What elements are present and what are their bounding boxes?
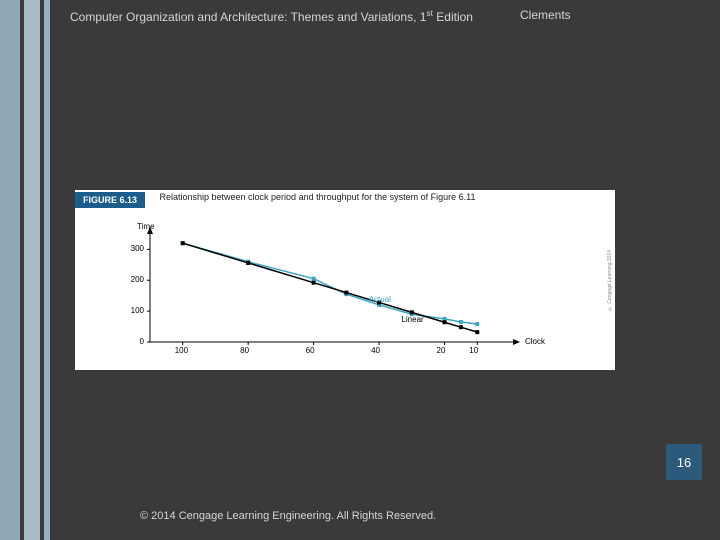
figure-container: FIGURE 6.13 Relationship between clock p… [75, 190, 615, 370]
x-tick-label: 60 [306, 346, 315, 355]
footer-copyright: © 2014 Cengage Learning Engineering. All… [140, 510, 436, 522]
y-axis-label: Time [137, 222, 154, 231]
decorative-left-stripe [0, 0, 50, 540]
y-tick-label: 100 [131, 306, 144, 315]
figure-copyright-vertical: © Cengage Learning 2014 [607, 250, 613, 311]
chart-svg [105, 222, 575, 362]
header-title-prefix: Computer Organization and Architecture: … [70, 10, 426, 24]
x-tick-label: 20 [437, 346, 446, 355]
x-tick-label: 40 [371, 346, 380, 355]
series-label-linear: Linear [401, 315, 423, 324]
figure-caption-bar: FIGURE 6.13 Relationship between clock p… [75, 190, 615, 218]
x-tick-label: 10 [469, 346, 478, 355]
x-tick-label: 100 [175, 346, 188, 355]
page-number: 16 [677, 455, 691, 470]
figure-badge: FIGURE 6.13 [75, 192, 145, 208]
y-tick-label: 0 [140, 337, 144, 346]
page-number-badge: 16 [666, 444, 702, 480]
figure-caption: Relationship between clock period and th… [159, 190, 579, 204]
x-tick-label: 80 [240, 346, 249, 355]
x-axis-label: Clock [525, 337, 545, 346]
chart-area: Time Clock 0 100 200 300 100 80 60 40 20 10 Actu… [105, 222, 575, 362]
y-tick-label: 200 [131, 275, 144, 284]
header-title: Computer Organization and Architecture: … [70, 8, 473, 24]
series-label-actual: Actual [369, 295, 391, 304]
header-author: Clements [520, 8, 571, 22]
y-tick-label: 300 [131, 244, 144, 253]
header-title-suffix: Edition [433, 10, 473, 24]
